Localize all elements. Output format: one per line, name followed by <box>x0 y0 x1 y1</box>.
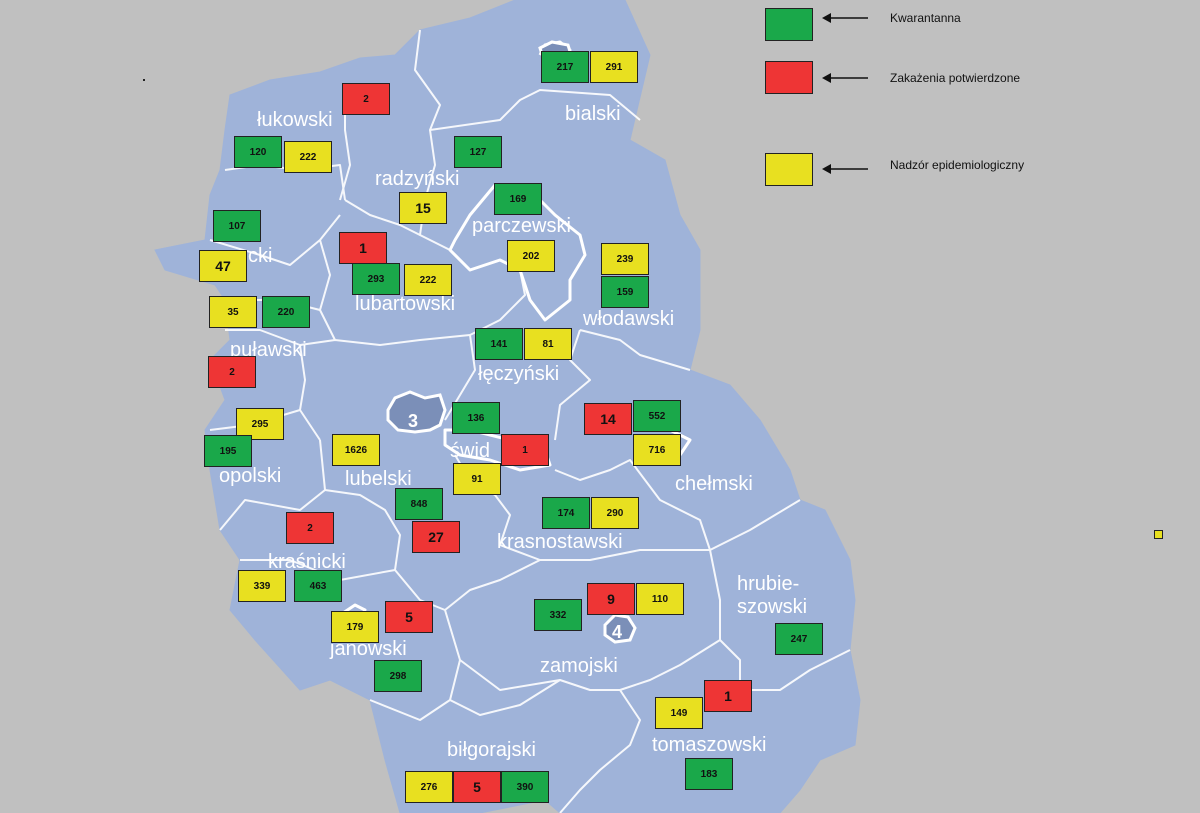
city-lublin <box>386 390 447 434</box>
data-box-swidnicki-surveillance: 91 <box>453 463 501 495</box>
county-label-krasnicki: kraśnicki <box>268 551 346 573</box>
data-box-chelmski-confirmed: 14 <box>584 403 632 435</box>
county-label-bilgorajski: biłgorajski <box>447 739 536 761</box>
data-box-opolski-surveillance: 295 <box>236 408 284 440</box>
city-label-zamosc: 4 <box>612 622 622 642</box>
data-box-lubelski-surveillance: 1626 <box>332 434 380 466</box>
small-marker <box>1154 530 1163 539</box>
data-box-pulawski-confirmed: 2 <box>208 356 256 388</box>
data-box-tomaszowski-confirmed: 1 <box>704 680 752 712</box>
county-label-parczewski: parczewski <box>472 215 571 237</box>
legend-swatch-confirmed <box>765 61 813 94</box>
legend-swatch-quarantine <box>765 8 813 41</box>
data-box-parczewski-quarantine: 169 <box>494 183 542 215</box>
data-box-wlodawski-surveillance: 239 <box>601 243 649 275</box>
data-box-radzynski-surveillance: 15 <box>399 192 447 224</box>
county-label-hrubieszowski-1: hrubie- <box>737 573 799 595</box>
county-label-leczynski: łęczyński <box>478 363 559 385</box>
county-label-radzynski: radzyński <box>375 168 459 190</box>
arrow-left-icon <box>822 13 868 23</box>
data-box-bialski-quarantine: 217 <box>541 51 589 83</box>
data-box-krasnicki-quarantine: 463 <box>294 570 342 602</box>
county-label-swidnicki: świd <box>450 440 490 462</box>
legend-label-confirmed: Zakażenia potwierdzone <box>890 71 1021 85</box>
county-label-krasnostawski: krasnostawski <box>497 531 623 553</box>
county-label-lubartowski: lubartowski <box>355 293 455 315</box>
data-box-krasnostawski-surveillance: 290 <box>591 497 639 529</box>
data-box-janowski-confirmed: 5 <box>385 601 433 633</box>
data-box-bilgorajski-surveillance: 276 <box>405 771 453 803</box>
data-box-lubelski-confirmed: 27 <box>412 521 460 553</box>
data-box-lukowski-quarantine: 120 <box>234 136 282 168</box>
data-box-tomaszowski-surveillance: 149 <box>655 697 703 729</box>
county-label-bialski: bialski <box>565 103 621 125</box>
data-box-zamojski-surveillance: 110 <box>636 583 684 615</box>
county-label-zamojski: zamojski <box>540 655 618 677</box>
data-box-opolski-quarantine: 195 <box>204 435 252 467</box>
data-box-bialski-surveillance: 291 <box>590 51 638 83</box>
data-box-lubartowski-surveillance: 222 <box>404 264 452 296</box>
county-label-rycki: cki <box>248 245 272 267</box>
data-box-wlodawski-quarantine: 159 <box>601 276 649 308</box>
data-box-lubartowski-confirmed: 1 <box>339 232 387 264</box>
county-label-opolski: opolski <box>219 465 281 487</box>
data-box-hrubieszowski-quarantine: 247 <box>775 623 823 655</box>
county-label-chelmski: chełmski <box>675 473 753 495</box>
data-box-bilgorajski-quarantine: 390 <box>501 771 549 803</box>
data-box-lukowski-confirmed: 2 <box>342 83 390 115</box>
data-box-swidnicki-confirmed: 1 <box>501 434 549 466</box>
arrow-left-icon <box>822 73 868 83</box>
data-box-leczynski-quarantine: 141 <box>475 328 523 360</box>
speck <box>143 79 145 81</box>
data-box-lukowski-surveillance: 222 <box>284 141 332 173</box>
data-box-krasnicki-confirmed: 2 <box>286 512 334 544</box>
county-label-pulawski: puławski <box>230 339 307 361</box>
data-box-rycki-quarantine: 107 <box>213 210 261 242</box>
county-label-janowski: janowski <box>329 638 407 660</box>
data-box-zamojski-confirmed: 9 <box>587 583 635 615</box>
data-box-janowski-quarantine: 298 <box>374 660 422 692</box>
arrow-left-icon <box>822 164 868 174</box>
legend-swatch-surveillance <box>765 153 813 186</box>
data-box-krasnicki-surveillance: 339 <box>238 570 286 602</box>
data-box-lubartowski-quarantine: 293 <box>352 263 400 295</box>
legend-label-surveillance: Nadzór epidemiologiczny <box>890 158 1025 172</box>
data-box-tomaszowski-quarantine: 183 <box>685 758 733 790</box>
data-box-zamojski-quarantine: 332 <box>534 599 582 631</box>
data-box-chelmski-quarantine: 552 <box>633 400 681 432</box>
data-box-krasnostawski-quarantine: 174 <box>542 497 590 529</box>
legend-label-quarantine: Kwarantanna <box>890 11 961 25</box>
data-box-swidnicki-quarantine: 136 <box>452 402 500 434</box>
city-zamosc <box>603 613 637 644</box>
data-box-leczynski-surveillance: 81 <box>524 328 572 360</box>
county-label-tomaszowski: tomaszowski <box>652 734 766 756</box>
data-box-chelmski-surveillance: 716 <box>633 434 681 466</box>
county-label-hrubieszowski-2: szowski <box>737 596 807 618</box>
data-box-rycki-surveillance: 47 <box>199 250 247 282</box>
city-label-lublin: 3 <box>408 411 418 431</box>
county-label-lukowski: łukowski <box>257 109 333 131</box>
data-box-lubelski-quarantine: 848 <box>395 488 443 520</box>
data-box-parczewski-surveillance: 202 <box>507 240 555 272</box>
data-box-bilgorajski-confirmed: 5 <box>453 771 501 803</box>
data-box-pulawski-quarantine: 220 <box>262 296 310 328</box>
county-label-lubelski: lubelski <box>345 468 412 490</box>
county-label-wlodawski: włodawski <box>582 308 674 330</box>
data-box-janowski-surveillance: 179 <box>331 611 379 643</box>
data-box-pulawski-surveillance: 35 <box>209 296 257 328</box>
data-box-radzynski-quarantine: 127 <box>454 136 502 168</box>
